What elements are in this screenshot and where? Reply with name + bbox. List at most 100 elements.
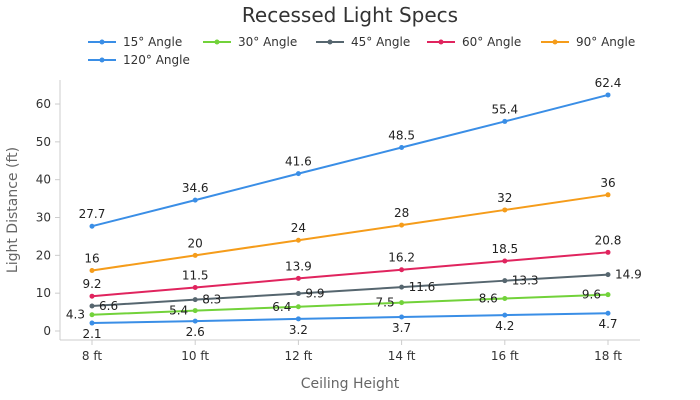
data-point (192, 308, 198, 314)
data-point (192, 284, 198, 290)
y-tick-label: 30 (36, 211, 51, 225)
data-point (399, 284, 405, 290)
data-label: 8.6 (479, 291, 498, 305)
data-point (502, 295, 508, 301)
data-point (89, 312, 95, 318)
data-point (399, 222, 405, 228)
legend-marker (327, 39, 333, 45)
data-label: 18.5 (491, 242, 518, 256)
data-label: 36 (600, 176, 615, 190)
series-line (91, 193, 609, 272)
series-line (91, 273, 609, 308)
series-line (91, 293, 609, 316)
data-point (605, 192, 611, 198)
data-point (502, 258, 508, 264)
data-label: 32 (497, 191, 512, 205)
data-point (295, 304, 301, 310)
data-label: 2.1 (82, 327, 101, 341)
x-tick-label: 14 ft (388, 349, 416, 363)
data-label: 24 (291, 221, 306, 235)
data-point (295, 275, 301, 281)
data-label: 3.2 (289, 323, 308, 337)
data-point (502, 118, 508, 124)
legend-label: 30° Angle (238, 35, 297, 49)
data-point (295, 316, 301, 322)
data-point (89, 223, 95, 229)
x-tick-label: 16 ft (491, 349, 519, 363)
data-label: 16.2 (388, 251, 415, 265)
series-line (91, 251, 609, 298)
x-axis-label: Ceiling Height (301, 376, 400, 392)
data-point (89, 293, 95, 299)
y-tick-label: 60 (36, 97, 51, 111)
data-label: 8.3 (202, 293, 221, 307)
x-tick-label: 12 ft (284, 349, 312, 363)
data-point (399, 267, 405, 273)
legend-label: 15° Angle (123, 35, 182, 49)
data-point (192, 297, 198, 303)
data-label: 27.7 (79, 207, 106, 221)
data-label: 20 (188, 236, 203, 250)
data-label: 5.4 (169, 304, 188, 318)
data-label: 6.4 (272, 300, 291, 314)
data-label: 9.6 (582, 288, 601, 302)
y-tick-label: 0 (43, 324, 51, 338)
data-point (192, 197, 198, 203)
data-point (399, 145, 405, 151)
data-label: 48.5 (388, 129, 415, 143)
legend-marker (552, 39, 558, 45)
legend-marker (214, 39, 220, 45)
legend-label: 90° Angle (576, 35, 635, 49)
data-point (605, 310, 611, 316)
data-point (502, 278, 508, 284)
legend-label: 120° Angle (123, 53, 190, 67)
y-tick-label: 10 (36, 286, 51, 300)
data-point (399, 300, 405, 306)
y-tick-label: 20 (36, 248, 51, 262)
chart-title: Recessed Light Specs (242, 3, 458, 27)
data-point (192, 252, 198, 258)
legend-marker (438, 39, 444, 45)
data-point (502, 312, 508, 318)
data-label: 62.4 (595, 76, 622, 90)
data-label: 28 (394, 206, 409, 220)
data-label: 13.9 (285, 259, 312, 273)
data-point (399, 314, 405, 320)
y-tick-label: 50 (36, 135, 51, 149)
data-label: 6.6 (99, 299, 118, 313)
data-label: 4.7 (598, 317, 617, 331)
data-label: 41.6 (285, 155, 312, 169)
x-tick-label: 18 ft (594, 349, 622, 363)
x-tick-label: 10 ft (181, 349, 209, 363)
y-axis-label: Light Distance (ft) (5, 147, 21, 273)
legend-marker (99, 57, 105, 63)
data-label: 55.4 (491, 102, 518, 116)
x-tick-label: 8 ft (82, 349, 102, 363)
data-label: 20.8 (595, 233, 622, 247)
data-label: 2.6 (186, 325, 205, 339)
data-label: 7.5 (376, 296, 395, 310)
data-point (295, 291, 301, 297)
data-label: 16 (84, 251, 99, 265)
data-point (605, 292, 611, 298)
data-point (89, 320, 95, 326)
data-label: 13.3 (512, 274, 539, 288)
legend-marker (99, 39, 105, 45)
data-label: 34.6 (182, 181, 209, 195)
data-point (89, 267, 95, 273)
y-tick-label: 40 (36, 173, 51, 187)
legend-label: 45° Angle (351, 35, 410, 49)
series-line (91, 93, 609, 228)
data-point (295, 237, 301, 243)
data-label: 4.3 (66, 308, 85, 322)
data-point (502, 207, 508, 213)
data-label: 11.5 (182, 268, 209, 282)
data-point (605, 272, 611, 278)
data-label: 9.2 (82, 277, 101, 291)
legend-label: 60° Angle (462, 35, 521, 49)
data-label: 14.9 (615, 268, 642, 282)
data-label: 4.2 (495, 319, 514, 333)
data-point (605, 249, 611, 255)
